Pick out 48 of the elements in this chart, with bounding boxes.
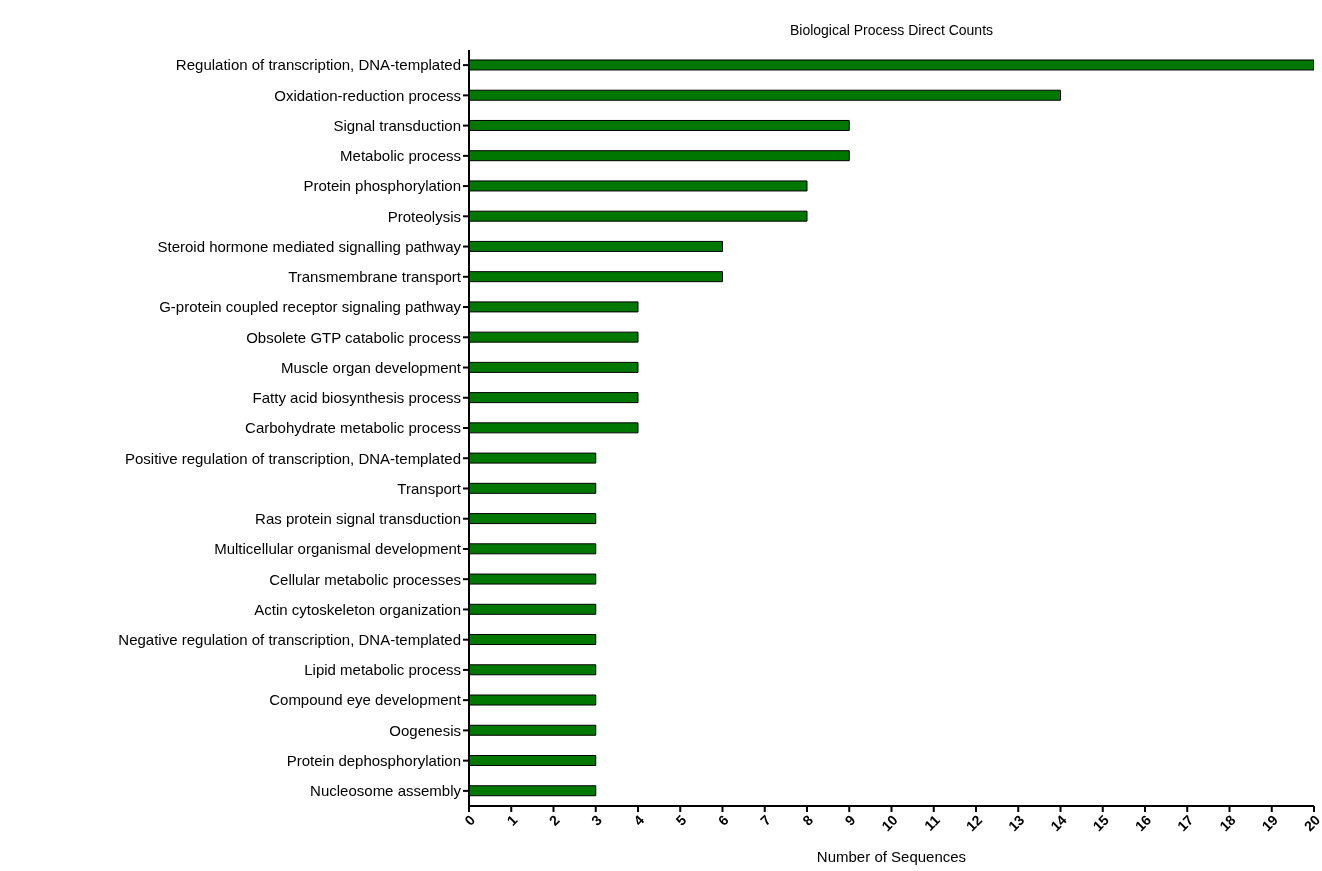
y-tick-label: Proteolysis	[387, 207, 461, 225]
y-tick-label: Cellular metabolic processes	[269, 570, 461, 588]
y-tick-label: Fatty acid biosynthesis process	[252, 389, 461, 407]
y-tick-label: Muscle organ development	[280, 358, 462, 376]
y-tick-label: Oogenesis	[389, 721, 461, 739]
y-tick-label: G-protein coupled receptor signaling pathway	[159, 298, 462, 316]
y-tick-label: Protein dephosphorylation	[286, 751, 461, 769]
y-tick-label: Transport	[397, 479, 462, 497]
y-tick-label: Metabolic process	[340, 147, 461, 165]
x-tick-label: 5	[672, 811, 690, 829]
y-tick-label: Oxidation-reduction process	[274, 86, 461, 104]
y-tick-label: Regulation of transcription, DNA-templated	[175, 56, 461, 74]
y-tick-label: Compound eye development	[269, 691, 462, 709]
x-tick-label: 15	[1089, 811, 1113, 835]
x-tick-label: 3	[588, 811, 606, 829]
x-tick-label: 19	[1258, 811, 1282, 835]
x-tick-label: 11	[921, 811, 944, 834]
x-tick-label: 17	[1174, 811, 1197, 835]
chart-title: Biological Process Direct Counts	[788, 22, 995, 38]
x-tick-label: 4	[630, 811, 648, 829]
x-tick-label: 13	[1005, 811, 1028, 835]
y-tick-label: Signal transduction	[333, 116, 461, 134]
y-tick-label: Steroid hormone mediated signalling pathway	[157, 237, 462, 255]
y-tick-label: Transmembrane transport	[288, 268, 462, 286]
y-tick-label: Obsolete GTP catabolic process	[246, 328, 461, 346]
x-tick-label: 20	[1300, 811, 1322, 835]
y-tick-label: Protein phosphorylation	[303, 177, 461, 195]
x-tick-label: 0	[461, 811, 479, 829]
x-tick-label: 12	[962, 811, 986, 835]
x-axis-title: Number of Sequences	[816, 848, 967, 865]
y-tick-label: Positive regulation of transcription, DNA-templated	[125, 449, 461, 467]
x-tick-label: 8	[799, 811, 817, 829]
x-tick-label: 6	[714, 811, 732, 829]
y-tick-label: Lipid metabolic process	[304, 661, 461, 679]
x-tick-label: 9	[841, 811, 859, 829]
x-tick-label: 1	[503, 811, 521, 829]
y-tick-label: Ras protein signal transduction	[255, 510, 461, 528]
x-tick-label: 14	[1047, 811, 1070, 835]
y-tick-label: Nucleosome assembly	[310, 782, 462, 800]
x-tick-label: 18	[1216, 811, 1239, 835]
x-tick-label: 10	[878, 811, 901, 835]
x-tick-label: 16	[1131, 811, 1155, 835]
y-tick-label: Actin cytoskeleton organization	[254, 600, 461, 618]
y-tick-label: Negative regulation of transcription, DNA-templated	[118, 631, 461, 649]
y-tick-label: Multicellular organismal development	[214, 540, 462, 558]
x-tick-label: 2	[545, 811, 563, 829]
x-tick-label: 7	[757, 811, 775, 829]
y-tick-label: Carbohydrate metabolic process	[245, 419, 461, 437]
